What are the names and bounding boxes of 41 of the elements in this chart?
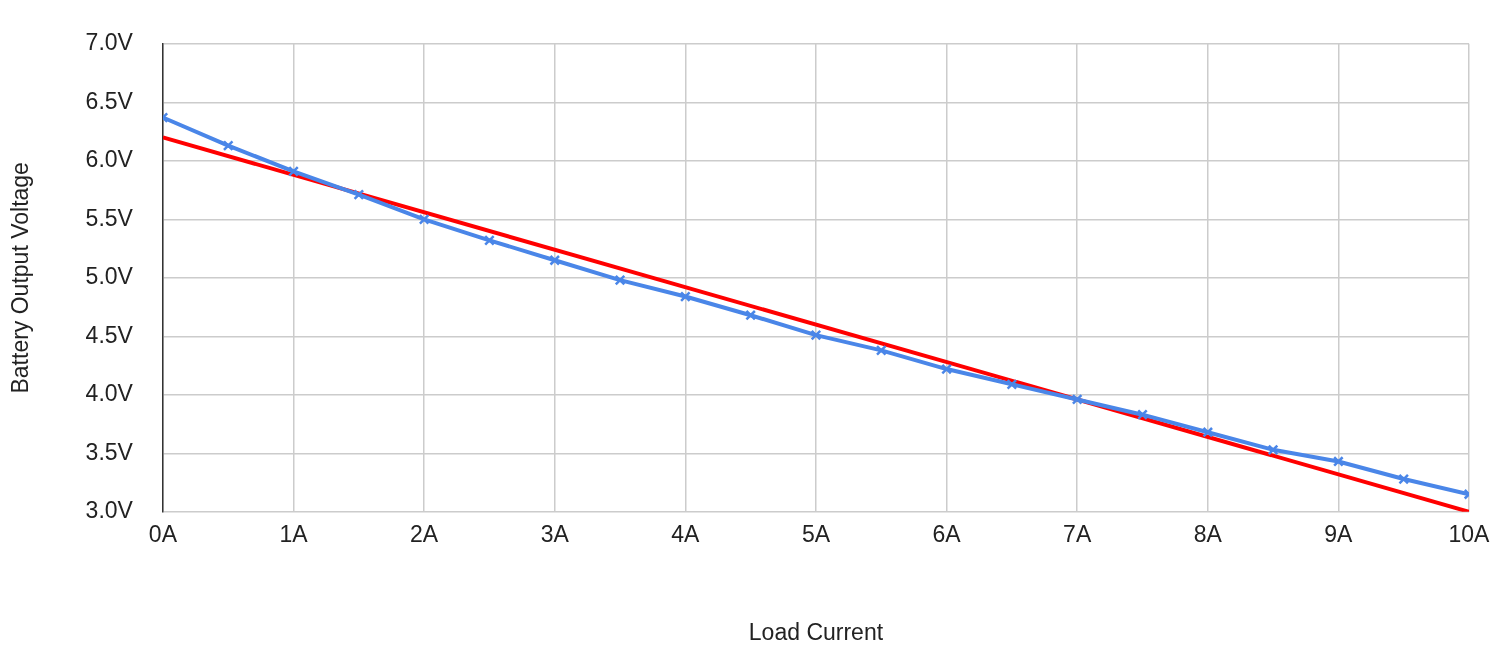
point bbox=[1071, 393, 1083, 405]
x-tick-label: 1A bbox=[279, 520, 309, 547]
point bbox=[1267, 444, 1279, 456]
x-tick-label: 10A bbox=[1448, 520, 1491, 547]
point bbox=[222, 140, 234, 152]
point bbox=[288, 165, 300, 177]
point bbox=[679, 291, 691, 303]
point bbox=[810, 329, 822, 341]
x-tick-label: 6A bbox=[932, 520, 962, 547]
y-tick-label: 3.0V bbox=[85, 497, 134, 524]
y-tick-label: 5.5V bbox=[85, 204, 134, 231]
point bbox=[1398, 473, 1410, 485]
point bbox=[483, 234, 495, 246]
y-tick-label: 5.0V bbox=[85, 263, 134, 290]
y-tick-label: 6.5V bbox=[85, 87, 134, 114]
point bbox=[614, 274, 626, 286]
point bbox=[549, 254, 561, 266]
y-tick-label: 3.5V bbox=[85, 438, 134, 465]
y-axis-title: Battery Output Voltage bbox=[7, 162, 34, 394]
x-tick-label: 5A bbox=[801, 520, 831, 547]
y-tick-label: 4.5V bbox=[85, 321, 134, 348]
x-tick-label: 0A bbox=[148, 520, 178, 547]
y-tick-label: 4.0V bbox=[85, 380, 134, 407]
point bbox=[1202, 426, 1214, 438]
x-tick-label: 9A bbox=[1324, 520, 1354, 547]
point bbox=[353, 189, 365, 201]
x-tick-label: 8A bbox=[1193, 520, 1223, 547]
point bbox=[1136, 409, 1148, 421]
point bbox=[1006, 378, 1018, 390]
x-tick-label: 7A bbox=[1063, 520, 1092, 547]
x-tick-label: 4A bbox=[671, 520, 701, 547]
x-tick-label: 2A bbox=[410, 520, 439, 547]
y-tick-label: 7.0V bbox=[85, 29, 134, 56]
x-axis-title: Load Current bbox=[748, 618, 884, 645]
point bbox=[1332, 456, 1344, 467]
point bbox=[418, 213, 430, 225]
x-tick-label: 3A bbox=[540, 520, 570, 547]
point bbox=[745, 309, 757, 321]
y-tick-label: 6.0V bbox=[85, 146, 134, 173]
point bbox=[875, 344, 887, 356]
point bbox=[941, 363, 953, 375]
